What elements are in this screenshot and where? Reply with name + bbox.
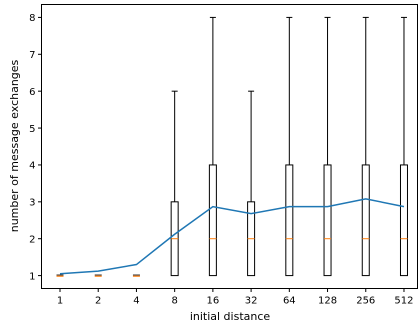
box-4 [132,274,140,277]
box-body [361,164,370,277]
x-tick-label: 32 [245,296,258,307]
y-tick-label: 8 [29,13,35,24]
x-tick-label: 128 [318,296,337,307]
x-axis: 1 2 4 8 16 32 64 128 256 512 [57,288,414,307]
box-1 [56,274,64,277]
x-tick-label: 256 [356,296,375,307]
x-tick-label: 64 [283,296,296,307]
box-32 [247,90,256,277]
box-128 [323,16,332,277]
y-tick-label: 6 [29,87,35,98]
box-body [323,164,332,277]
y-axis: 1 2 3 4 5 6 7 8 [29,13,42,282]
box-8 [170,90,179,277]
y-tick-label: 7 [29,50,35,61]
box-2 [94,274,102,277]
x-tick-label: 4 [133,296,139,307]
box-512 [399,16,408,277]
x-tick-label: 8 [171,296,177,307]
box-64 [285,16,294,277]
plot-area [56,16,408,277]
box-16 [208,16,217,277]
x-tick-label: 2 [95,296,101,307]
y-tick-label: 4 [29,161,35,172]
x-tick-label: 16 [207,296,220,307]
x-tick-label: 512 [394,296,413,307]
box-body [208,164,217,277]
y-tick-label: 2 [29,235,35,246]
y-tick-label: 3 [29,198,35,209]
box-body [285,164,294,277]
x-axis-label: initial distance [190,310,271,323]
box-256 [361,16,370,277]
y-axis-label: number of message exchanges [8,59,21,232]
box-body [399,164,408,277]
plot-frame [41,4,418,289]
y-tick-label: 1 [29,271,35,282]
x-tick-label: 1 [57,296,63,307]
y-tick-label: 5 [29,124,35,135]
mean-line [59,198,405,275]
